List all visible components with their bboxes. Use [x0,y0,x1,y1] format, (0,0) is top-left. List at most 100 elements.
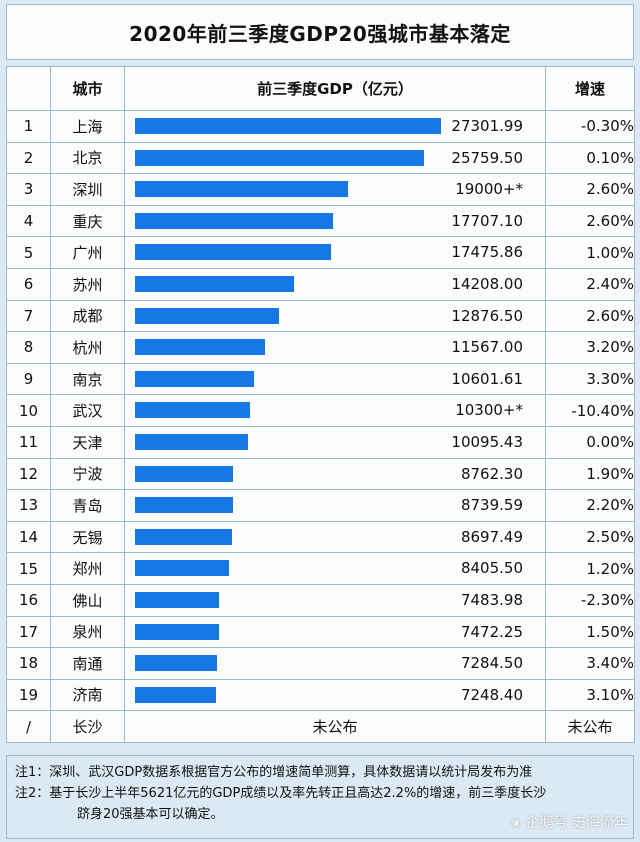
gdp-bar [135,212,333,229]
rank-cell: 11 [6,425,51,459]
gdp-value-label: 17475.86 [451,243,523,262]
gdp-cell: 8697.49 [124,520,546,554]
table-row: 14 无锡 8697.49 2.50% [6,520,635,554]
rank-cell: 4 [6,204,51,238]
table-row: 7 成都 12876.50 2.60% [6,299,635,333]
city-cell: 南通 [50,647,125,680]
watermark-text: 企鹅号 史海流年 [525,815,628,831]
gdp-value-label: 11567.00 [451,338,523,357]
rank-cell: 8 [6,331,51,364]
gdp-cell: 27301.99 [124,110,546,143]
gdp-cell: 7472.25 [124,615,546,649]
table-row: 18 南通 7284.50 3.40% [6,647,635,680]
growth-cell: 2.60% [545,204,635,238]
growth-cell: 2.60% [545,173,635,206]
gdp-bar [135,149,424,166]
rank-cell: / [6,710,51,743]
table-row: 12 宁波 8762.30 1.90% [6,457,635,491]
table-row: 5 广州 17475.86 1.00% [6,236,635,269]
city-cell: 佛山 [50,583,125,617]
rank-cell: 15 [6,552,51,585]
gdp-cell: 10300+* [124,394,546,427]
city-cell: 长沙 [50,710,125,743]
gdp-cell: 14208.00 [124,267,546,301]
growth-cell: 未公布 [545,710,635,743]
growth-cell: 2.40% [545,267,635,301]
table-row: 11 天津 10095.43 0.00% [6,425,635,459]
gdp-value-label: 8762.30 [460,464,523,483]
table-row: 8 杭州 11567.00 3.20% [6,331,635,364]
gdp-cell: 8739.59 [124,489,546,522]
note-2: 注2：基于长沙上半年5621亿元的GDP成绩以及率先转正且高达2.2%的增速，前… [15,786,547,801]
growth-cell: 3.30% [545,362,635,396]
rank-cell: 16 [6,583,51,617]
gdp-cell: 7284.50 [124,647,546,680]
gdp-value-label: 27301.99 [451,117,523,135]
gdp-value-label: 25759.50 [451,148,523,167]
gdp-value-label: 10300+* [455,401,523,420]
gdp-bar [135,528,232,545]
growth-cell: 1.90% [545,457,635,491]
rank-cell: 19 [6,678,51,712]
gdp-value-label: 7248.40 [460,685,523,704]
table-row: 15 郑州 8405.50 1.20% [6,552,635,585]
gdp-value-label: 7483.98 [460,590,523,609]
growth-cell: -2.30% [545,583,635,617]
gdp-value-label: 8739.59 [460,496,523,515]
gdp-bar [135,181,348,198]
gdp-bar [135,402,250,419]
gdp-bar [135,118,441,134]
gdp-value-label: 7284.50 [460,654,523,673]
gdp-bar [135,339,265,356]
table-row: 17 泉州 7472.25 1.50% [6,615,635,649]
city-cell: 无锡 [50,520,125,554]
header-gdp: 前三季度GDP（亿元） [124,66,546,111]
footnotes: 注1：深圳、武汉GDP数据系根据官方公布的增速简单测算，具体数据请以统计局发布为… [6,755,634,839]
gdp-value-label: 10095.43 [451,432,523,451]
chart-title: 2020年前三季度GDP20强城市基本落定 [129,21,511,46]
note-1: 注1：深圳、武汉GDP数据系根据官方公布的增速简单测算，具体数据请以统计局发布为… [15,765,533,780]
gdp-value-label: 12876.50 [451,306,523,325]
rank-cell: 14 [6,520,51,554]
table-body: 1 上海 27301.99 -0.30% 2 北京 25759.50 0.10% 3 深圳 1900… [6,110,635,743]
gdp-cell: 19000+* [124,173,546,206]
rank-cell: 2 [6,141,51,175]
city-cell: 北京 [50,141,125,175]
rank-cell: 7 [6,299,51,333]
table-row: 4 重庆 17707.10 2.60% [6,204,635,238]
city-cell: 济南 [50,678,125,712]
gdp-bar [135,655,217,672]
title-bar: 2020年前三季度GDP20强城市基本落定 [6,4,634,60]
gdp-value-label: 19000+* [455,180,523,199]
rank-cell: 18 [6,647,51,680]
gdp-cell: 未公布 [124,710,546,743]
city-cell: 南京 [50,362,125,396]
city-cell: 重庆 [50,204,125,238]
penguin-icon: ◉ [511,815,522,829]
table-row: 16 佛山 7483.98 -2.30% [6,583,635,617]
gdp-cell: 11567.00 [124,331,546,364]
city-cell: 天津 [50,425,125,459]
growth-cell: 3.10% [545,678,635,712]
city-cell: 武汉 [50,394,125,427]
growth-cell: 1.50% [545,615,635,649]
growth-cell: 3.40% [545,647,635,680]
gdp-cell: 8762.30 [124,457,546,491]
rank-cell: 12 [6,457,51,491]
gdp-cell: 17475.86 [124,236,546,269]
rank-cell: 3 [6,173,51,206]
table-row: 13 青岛 8739.59 2.20% [6,489,635,522]
gdp-bar [135,623,219,640]
header-rank [6,66,51,111]
growth-cell: 2.20% [545,489,635,522]
gdp-value-label: 14208.00 [451,274,523,293]
rank-cell: 10 [6,394,51,427]
gdp-cell: 7248.40 [124,678,546,712]
gdp-value-label: 17707.10 [451,211,523,230]
city-cell: 杭州 [50,331,125,364]
header-row: 城市 前三季度GDP（亿元） 增速 [6,66,635,111]
watermark: ◉ 企鹅号 史海流年 [511,812,628,832]
growth-cell: 0.10% [545,141,635,175]
rank-cell: 13 [6,489,51,522]
growth-cell: 2.50% [545,520,635,554]
